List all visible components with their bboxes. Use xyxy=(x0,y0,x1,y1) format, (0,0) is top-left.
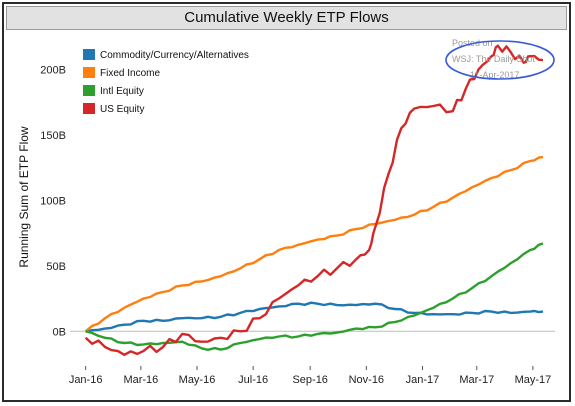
series-line-us-equity xyxy=(84,44,544,356)
x-tick-label: May-17 xyxy=(515,374,552,386)
x-tick-label: Jan-17 xyxy=(406,374,440,386)
legend-label: Intl Equity xyxy=(100,86,144,97)
x-tick-label: May-16 xyxy=(179,374,216,386)
series-line-commodity-currency-alternatives xyxy=(85,301,544,333)
x-tick-label: Jan-16 xyxy=(69,374,103,386)
y-tick-label: 100B xyxy=(40,195,66,207)
x-tick-label: Jul-16 xyxy=(238,374,268,386)
chart-title: Cumulative Weekly ETP Flows xyxy=(6,6,567,30)
series-lines xyxy=(84,44,544,356)
x-axis-ticks: Jan-16 Mar-16 May-16 Jul-16 Sep-16 Nov-16 Jan-… xyxy=(69,366,551,386)
legend-label: US Equity xyxy=(100,104,144,115)
series-line-fixed-income xyxy=(84,155,544,333)
legend: Commodity/Currency/Alternatives Fixed Inc… xyxy=(83,49,249,115)
legend-swatch xyxy=(83,67,95,78)
y-axis-label: Running Sum of ETP Flow xyxy=(17,126,31,268)
x-tick-label: Sep-16 xyxy=(292,374,327,386)
highlight-ellipse xyxy=(445,40,555,80)
y-axis-ticks: 0B 50B 100B 150B 200B xyxy=(40,64,66,338)
watermark-text: 11-Apr-2017 xyxy=(470,70,519,80)
watermark-text: WSJ: The Daily Shot xyxy=(452,54,535,64)
legend-swatch xyxy=(83,49,95,60)
x-tick-label: Mar-17 xyxy=(459,374,494,386)
y-tick-label: 200B xyxy=(40,64,66,76)
series-line-intl-equity xyxy=(85,242,544,351)
legend-swatch xyxy=(83,103,95,114)
legend-label: Fixed Income xyxy=(100,68,160,79)
x-tick-label: Mar-16 xyxy=(123,374,158,386)
y-tick-label: 0B xyxy=(53,326,66,338)
y-tick-label: 50B xyxy=(46,261,66,273)
y-tick-label: 150B xyxy=(40,130,66,142)
x-tick-label: Nov-16 xyxy=(349,374,384,386)
legend-swatch xyxy=(83,85,95,96)
legend-label: Commodity/Currency/Alternatives xyxy=(100,50,249,61)
